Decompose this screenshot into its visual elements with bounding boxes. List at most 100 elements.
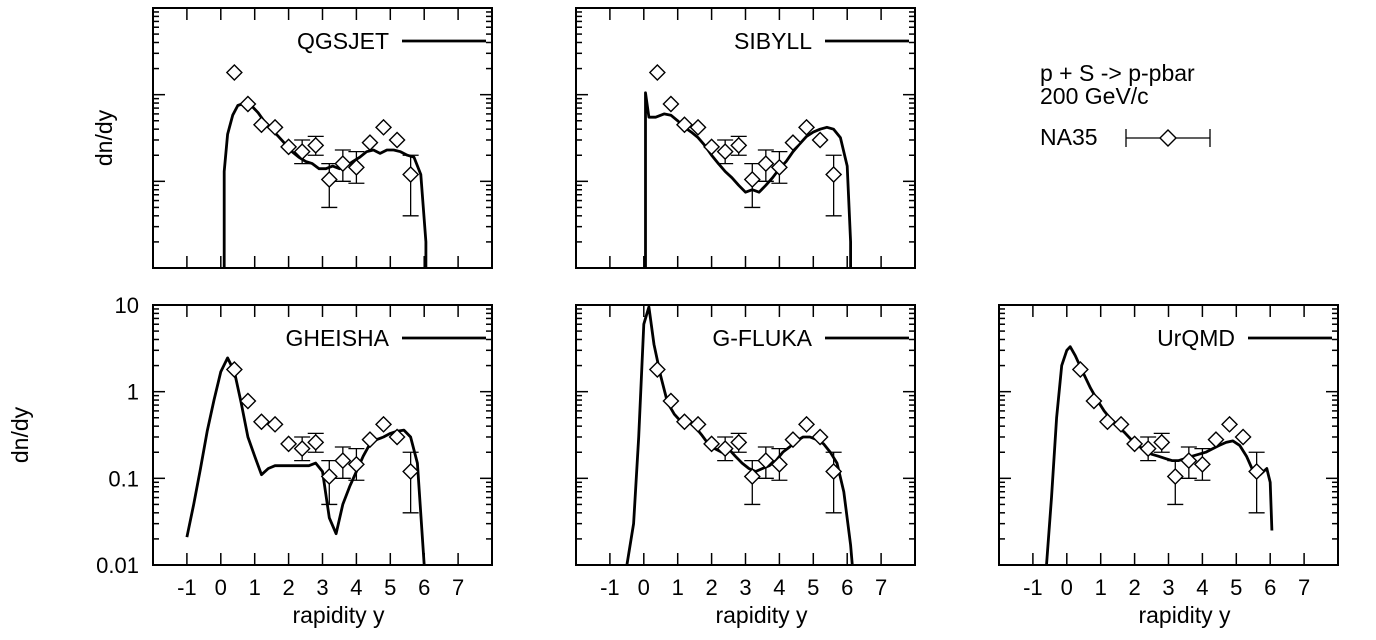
diamond-marker	[689, 118, 707, 136]
diamond-marker	[266, 118, 284, 136]
data-point	[347, 151, 365, 184]
data-point	[798, 118, 816, 136]
diamond-marker	[334, 155, 352, 173]
diamond-marker	[402, 165, 420, 183]
diamond-marker	[307, 136, 325, 154]
diamond-marker	[784, 134, 802, 152]
data-point	[675, 413, 693, 431]
reaction-label: p + S -> p-pbar	[1040, 60, 1195, 86]
data-point	[334, 149, 352, 182]
data-point	[784, 431, 802, 449]
data-point	[743, 162, 761, 209]
diamond-marker	[743, 171, 761, 188]
x-tick-label: 6	[841, 575, 853, 600]
diamond-marker	[361, 431, 379, 449]
diamond-marker	[1193, 455, 1211, 473]
diamond-marker	[388, 131, 406, 149]
data-point	[1071, 361, 1089, 379]
x-tick-label: 1	[672, 575, 684, 600]
data-point	[252, 116, 270, 134]
x-tick-label: 0	[1061, 575, 1073, 600]
diamond-marker	[280, 138, 298, 156]
model-label: G-FLUKA	[712, 325, 812, 351]
data-point	[811, 131, 829, 149]
diamond-marker	[1248, 462, 1266, 480]
data-point	[757, 149, 775, 182]
x-tick-label: 4	[350, 575, 362, 600]
y-tick-label: 0.1	[108, 466, 139, 491]
data-point	[743, 459, 761, 506]
x-tick-label: 4	[773, 575, 785, 600]
diamond-marker	[648, 361, 666, 379]
x-tick-label: 3	[316, 575, 328, 600]
x-tick-label: 1	[249, 575, 261, 600]
diamond-marker	[1085, 392, 1103, 410]
data-point	[266, 118, 284, 136]
diamond-marker	[662, 95, 680, 113]
data-point	[320, 459, 338, 506]
data-point	[334, 446, 352, 479]
model-label: SIBYLL	[734, 28, 812, 54]
diamond-marker	[252, 413, 270, 431]
energy-label: 200 GeV/c	[1040, 83, 1149, 109]
data-point	[1153, 432, 1171, 453]
diamond-marker	[798, 118, 816, 136]
data-point	[239, 95, 257, 113]
data-point	[1248, 451, 1266, 514]
data-point	[388, 131, 406, 149]
model-curve	[1045, 345, 1274, 565]
data-point	[402, 154, 420, 217]
data-point	[716, 436, 734, 462]
x-tick-label: 5	[807, 575, 819, 600]
data-point	[648, 64, 666, 82]
diamond-marker	[675, 413, 693, 431]
data-point	[225, 361, 243, 379]
diamond-marker	[743, 468, 761, 485]
panel-qgsjet: QGSJET	[152, 7, 493, 269]
data-point	[689, 415, 707, 433]
diamond-marker	[730, 433, 748, 451]
diamond-marker	[716, 143, 734, 161]
diamond-marker	[662, 392, 680, 410]
x-tick-label: 6	[1264, 575, 1276, 600]
diamond-marker	[347, 455, 365, 473]
diamond-marker	[757, 452, 775, 470]
data-point	[280, 138, 298, 156]
x-axis-label: rapidity y	[1138, 602, 1231, 628]
diamond-marker	[293, 440, 311, 458]
x-tick-label: 5	[384, 575, 396, 600]
diamond-marker	[784, 431, 802, 449]
data-point	[1180, 446, 1198, 479]
x-tick-label: 7	[875, 575, 887, 600]
x-tick-label: 3	[739, 575, 751, 600]
diamond-marker	[648, 64, 666, 82]
diamond-marker	[703, 435, 721, 453]
data-point	[689, 118, 707, 136]
data-point	[280, 435, 298, 453]
data-point	[770, 151, 788, 184]
diamond-marker	[320, 468, 338, 485]
data-point	[811, 428, 829, 446]
data-point	[1139, 436, 1157, 462]
model-curve	[185, 356, 426, 565]
x-tick-label: 0	[215, 575, 227, 600]
x-axis-label: rapidity y	[292, 602, 385, 628]
model-label: QGSJET	[297, 28, 389, 54]
data-point	[388, 428, 406, 446]
diamond-marker	[689, 415, 707, 433]
data-point	[730, 432, 748, 453]
data-point	[648, 361, 666, 379]
diamond-marker	[798, 415, 816, 433]
data-point	[1085, 392, 1103, 410]
data-point	[361, 134, 379, 152]
data-point	[1098, 413, 1116, 431]
data-point	[825, 154, 843, 217]
x-tick-label: 2	[282, 575, 294, 600]
data-point	[716, 139, 734, 165]
diamond-marker	[811, 131, 829, 149]
x-tick-label: 3	[1162, 575, 1174, 600]
data-point	[225, 64, 243, 82]
y-tick-label: 10	[115, 293, 139, 318]
diamond-marker	[1234, 428, 1252, 446]
